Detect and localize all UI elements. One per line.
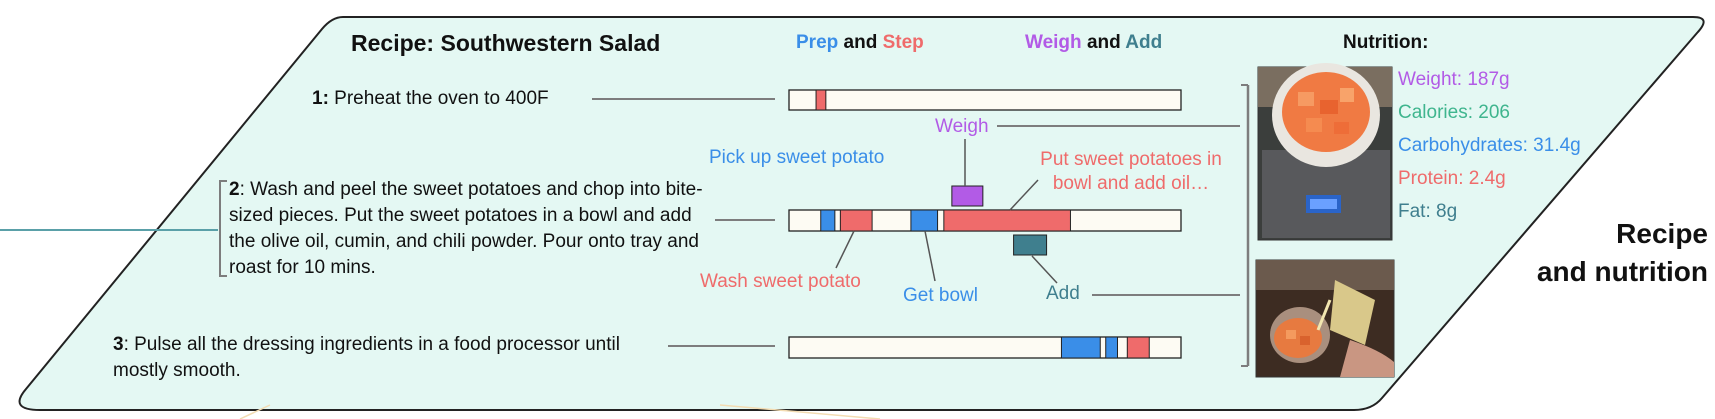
annotation-get-bowl: Get bowl <box>903 285 978 306</box>
bar2-segment-prep-1 <box>820 209 836 232</box>
annotation-put-sweet-potatoes: Put sweet potatoes in bowl and add oil… <box>1016 148 1246 196</box>
step-1-text: Preheat the oven to 400F <box>328 88 549 109</box>
timeline-bar-1 <box>788 89 1182 111</box>
annotation-weigh: Weigh <box>935 116 989 137</box>
side-label-line-1: Recipe <box>1616 218 1708 249</box>
annotation-put-line-1: Put sweet potatoes in <box>1040 149 1222 170</box>
bar3-segment-prep-2 <box>1105 336 1118 359</box>
timeline-bar-3 <box>788 336 1182 359</box>
annotation-wash-sweet-potato: Wash sweet potato <box>700 271 861 292</box>
side-label: Recipe and nutrition <box>1470 215 1708 291</box>
timeline-segments <box>815 89 1150 359</box>
pouring-oil-photo <box>1255 259 1395 378</box>
annotation-add: Add <box>1046 283 1080 304</box>
weigh-marker <box>951 185 984 207</box>
legend-add: Add <box>1125 32 1163 53</box>
legend-weigh: Weigh <box>1025 32 1082 53</box>
nutrition-carbohydrates: Carbohydrates: 31.4g <box>1398 135 1581 156</box>
step-1-number: 1: <box>312 88 329 109</box>
nutrition-calories: Calories: 206 <box>1398 102 1510 123</box>
legend-prep-step: Prep and Step <box>796 32 924 54</box>
add-marker <box>1013 234 1048 256</box>
annotation-pick-up-sweet-potato: Pick up sweet potato <box>709 147 885 168</box>
bar3-segment-prep-1 <box>1060 336 1101 359</box>
bar2-segment-step-4 <box>943 209 1071 232</box>
legend-prep: Prep <box>796 32 839 53</box>
nutrition-fat: Fat: 8g <box>1398 201 1458 222</box>
step-1: 1: Preheat the oven to 400F <box>312 86 612 112</box>
legend-step: Step <box>882 32 924 53</box>
legend-weigh-add: Weigh and Add <box>1025 32 1162 54</box>
step-3: 3: Pulse all the dressing ingredients in… <box>113 332 665 384</box>
step-3-number: 3 <box>113 334 124 355</box>
legend-and-1: and <box>843 32 878 53</box>
step-2-number: 2 <box>229 179 240 200</box>
bar1-segment-step-1 <box>815 89 827 111</box>
bar3-segment-step-3 <box>1126 336 1150 359</box>
sweet-potato-scale-photo <box>1257 63 1393 241</box>
recipe-title: Recipe: Southwestern Salad <box>351 30 661 56</box>
nutrition-list: Weight: 187g Calories: 206 Carbohydrates… <box>1398 63 1581 228</box>
step-2: 2: Wash and peel the sweet potatoes and … <box>229 177 709 281</box>
step-2-text: : Wash and peel the sweet potatoes and c… <box>229 179 703 278</box>
step-3-text: : Pulse all the dressing ingredients in … <box>113 334 620 381</box>
bar2-segment-step-2 <box>839 209 873 232</box>
legend-and-2: and <box>1086 32 1121 53</box>
nutrition-heading: Nutrition: <box>1343 32 1429 53</box>
annotation-put-line-2: bowl and add oil… <box>1052 173 1210 194</box>
bar2-segment-prep-3 <box>910 209 939 232</box>
side-label-line-2: and nutrition <box>1536 256 1708 287</box>
nutrition-weight: Weight: 187g <box>1398 69 1510 90</box>
nutrition-protein: Protein: 2.4g <box>1398 168 1506 189</box>
